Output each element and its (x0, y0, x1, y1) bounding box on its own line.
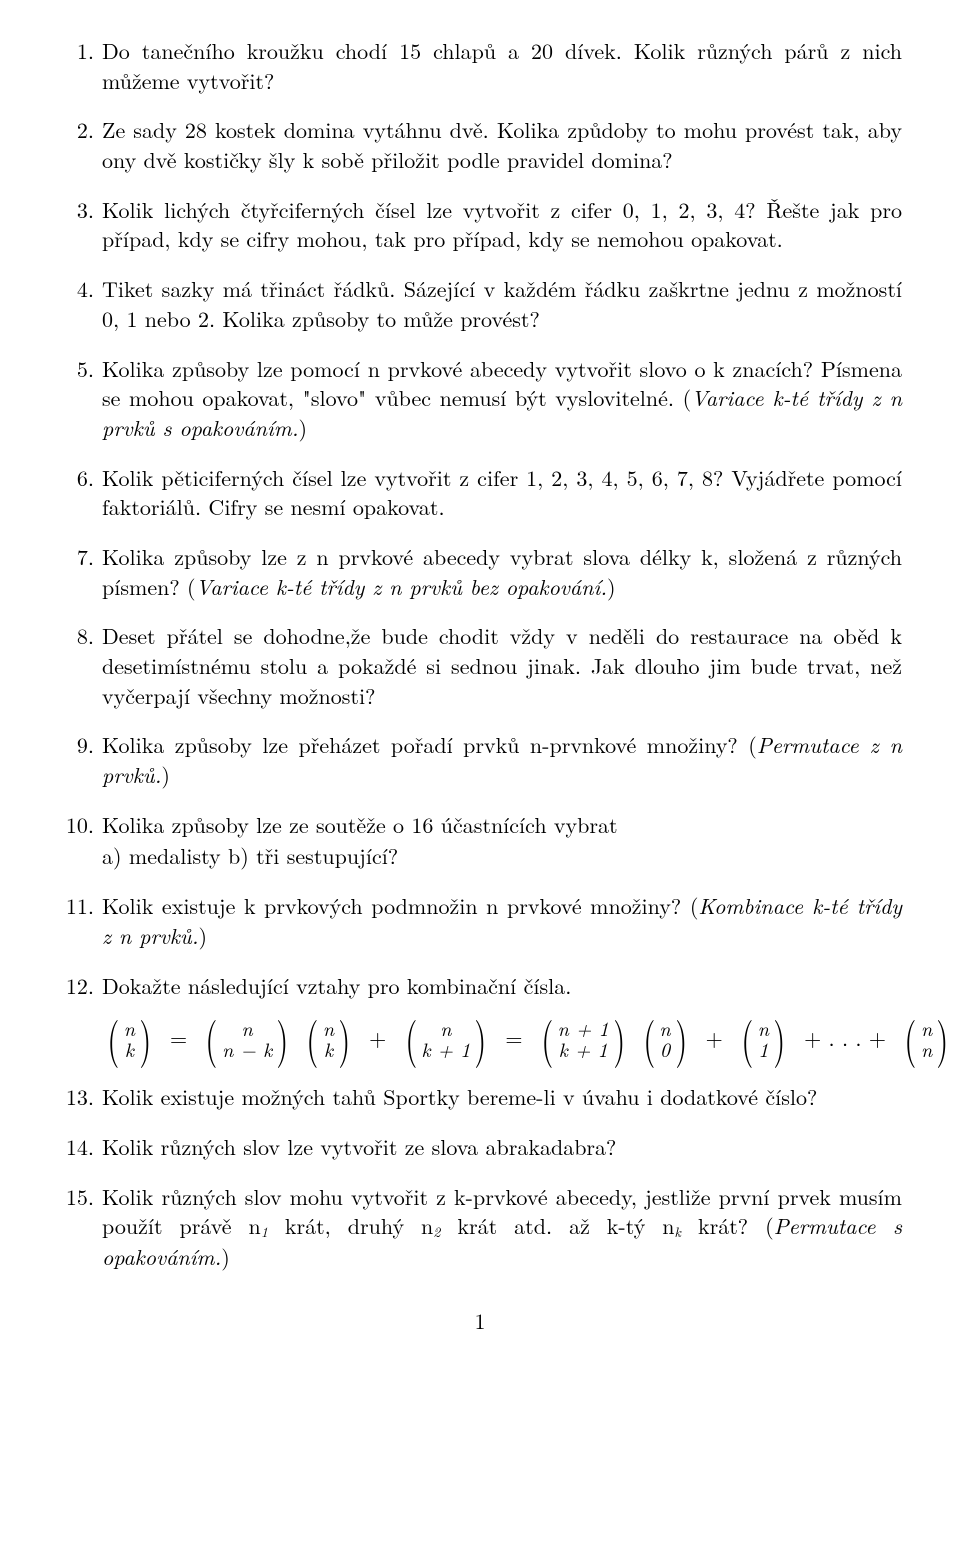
item-number: 14. (58, 1132, 94, 1162)
item-number: 11. (58, 891, 94, 921)
problem-item: 14. Kolik různých slov lze vytvořit ze sl… (58, 1132, 902, 1162)
binom: (nk) (303, 1014, 354, 1062)
item-number: 15. (58, 1182, 94, 1212)
problem-item: 9. Kolika způsoby lze přeházet pořadí prv… (58, 730, 902, 789)
binom: (n1) (738, 1014, 789, 1062)
plus-sign: + (700, 1023, 729, 1053)
item-text: Tiket sazky má třináct řádků. Sázející v… (102, 273, 902, 334)
item-postfix: ) (299, 412, 308, 443)
item-number: 1. (58, 36, 94, 66)
item-text: Kolik existuje k prvkových podmnožin n p… (102, 890, 698, 921)
problem-item: 3. Kolik lichých čtyřciferných čísel lze … (58, 195, 902, 254)
item-number: 2. (58, 115, 94, 145)
item-italic: Variace k-té třídy z n prvků bez opaková… (196, 571, 607, 602)
item-number: 12. (58, 971, 94, 1001)
problem-item: 5.Kolika způsoby lze pomocí n prvkové ab… (58, 354, 902, 443)
equation: (nk) = (nn − k) (nk) + (nk + 1) = (n + 1… (102, 1014, 902, 1062)
item-number: 6. (58, 463, 94, 493)
item-text: Kolika způsoby lze přeházet pořadí prvků… (102, 729, 757, 760)
item-text: krát? ( (681, 1210, 774, 1241)
problem-list: 1. Do tanečního kroužku chodí 15 chlapů a… (58, 36, 902, 1272)
problem-item: 7.Kolika způsoby lze z n prvkové abecedy… (58, 542, 902, 601)
item-text: Deset přátel se dohodne,že bude chodit v… (102, 620, 902, 710)
problem-item: 13. Kolik existuje možných tahů Sportky b… (58, 1082, 902, 1112)
dots: + . . . + (798, 1023, 892, 1053)
binom: (n0) (640, 1014, 691, 1062)
item-number: 8. (58, 621, 94, 651)
item-subline: a) medalisty b) tři sestupující? (102, 841, 902, 871)
item-number: 7. (58, 542, 94, 572)
item-text: Do tanečního kroužku chodí 15 chlapů a 2… (102, 35, 902, 96)
problem-item: 10. Kolika způsoby lze ze soutěže o 16 úč… (58, 810, 902, 871)
binom: (nk + 1) (402, 1014, 490, 1062)
item-number: 3. (58, 195, 94, 225)
equals-sign: = (164, 1023, 193, 1053)
problem-item: 15.Kolik různých slov mohu vytvořit z k-… (58, 1182, 902, 1272)
page-number: 1 (58, 1306, 902, 1336)
item-text: Dokažte následující vztahy pro kombinačn… (102, 970, 571, 1001)
binom: (nk) (104, 1014, 155, 1062)
problem-item: 1. Do tanečního kroužku chodí 15 chlapů a… (58, 36, 902, 95)
subscript: 1 (261, 1222, 268, 1242)
item-text: Kolik pěticiferných čísel lze vytvořit z… (102, 462, 902, 523)
binom: (nn − k) (202, 1014, 291, 1062)
problem-item: 6. Kolik pěticiferných čísel lze vytvořit… (58, 463, 902, 522)
problem-item: 2. Ze sady 28 kostek domina vytáhnu dvě. … (58, 115, 902, 174)
item-number: 9. (58, 730, 94, 760)
item-text: Kolika způsoby lze ze soutěže o 16 účast… (102, 809, 618, 840)
problem-item: 12. Dokažte následující vztahy pro kombin… (58, 971, 902, 1063)
item-text: Kolik různých slov lze vytvořit ze slova… (102, 1131, 616, 1162)
problem-item: 4. Tiket sazky má třináct řádků. Sázející… (58, 274, 902, 333)
binom: (nn) (901, 1014, 952, 1062)
item-number: 10. (58, 810, 94, 840)
item-postfix: ) (161, 759, 170, 790)
plus-sign: + (363, 1023, 392, 1053)
item-number: 4. (58, 274, 94, 304)
equals-sign: = (499, 1023, 528, 1053)
item-text: Kolik lichých čtyřciferných čísel lze vy… (102, 194, 902, 255)
problem-item: 8. Deset přátel se dohodne,že bude chodit… (58, 621, 902, 710)
item-postfix: ) (198, 920, 207, 951)
item-text: krát atd. až k-tý n (440, 1210, 674, 1241)
problem-item: 11. Kolik existuje k prvkových podmnožin … (58, 891, 902, 950)
item-text: Ze sady 28 kostek domina vytáhnu dvě. Ko… (102, 114, 902, 175)
item-text: Kolik existuje možných tahů Sportky bere… (102, 1081, 817, 1112)
item-postfix: ) (607, 571, 616, 602)
binom: (n + 1k + 1) (538, 1014, 629, 1062)
item-text: krát, druhý n (268, 1210, 433, 1241)
item-number: 5. (58, 354, 94, 384)
item-number: 13. (58, 1082, 94, 1112)
item-postfix: ) (221, 1241, 230, 1272)
